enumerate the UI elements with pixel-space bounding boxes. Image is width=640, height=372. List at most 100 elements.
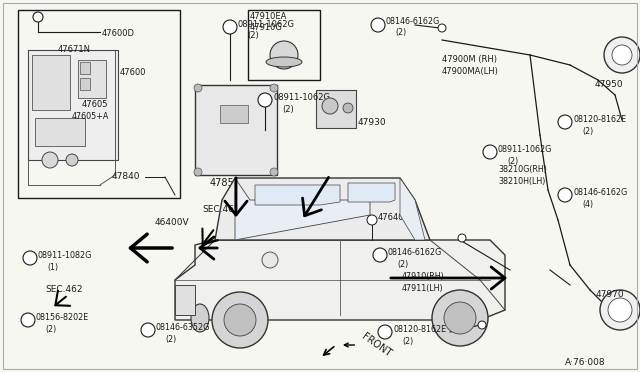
- Circle shape: [438, 24, 446, 32]
- Text: (4): (4): [582, 200, 593, 209]
- Circle shape: [212, 292, 268, 348]
- Text: 47900MA(LH): 47900MA(LH): [442, 67, 499, 76]
- Text: 47910G: 47910G: [250, 23, 283, 32]
- Circle shape: [66, 154, 78, 166]
- Circle shape: [483, 145, 497, 159]
- Circle shape: [270, 41, 298, 69]
- Bar: [78, 60, 106, 98]
- Ellipse shape: [266, 57, 302, 67]
- Text: 47605+A: 47605+A: [72, 112, 109, 121]
- Bar: [248, 10, 320, 80]
- Text: B: B: [25, 317, 31, 326]
- Text: 47910EA: 47910EA: [250, 12, 287, 21]
- Circle shape: [23, 251, 37, 265]
- Polygon shape: [348, 183, 395, 202]
- Text: (2): (2): [582, 127, 593, 136]
- Text: FRONT: FRONT: [344, 331, 393, 359]
- Text: 47600D: 47600D: [102, 29, 135, 38]
- Bar: [28, 50, 118, 160]
- Text: A·76·008: A·76·008: [565, 358, 605, 367]
- Circle shape: [444, 302, 476, 334]
- Circle shape: [322, 98, 338, 114]
- Text: 47911(LH): 47911(LH): [402, 284, 444, 293]
- Text: 47950: 47950: [595, 80, 623, 89]
- Text: 08146-6162G: 08146-6162G: [388, 248, 442, 257]
- Bar: [35, 118, 85, 146]
- Circle shape: [478, 321, 486, 329]
- Text: 47640A: 47640A: [378, 213, 410, 222]
- Text: 08156-8202E: 08156-8202E: [36, 313, 89, 322]
- Bar: [18, 10, 180, 198]
- Text: B: B: [382, 329, 388, 338]
- Bar: [195, 85, 277, 175]
- Text: 47605: 47605: [82, 100, 109, 109]
- Bar: [220, 105, 248, 123]
- Text: 08911-1062G: 08911-1062G: [498, 145, 552, 154]
- Bar: [175, 285, 195, 315]
- Circle shape: [558, 188, 572, 202]
- Text: SEC.462: SEC.462: [45, 285, 83, 294]
- Text: 08120-8162E: 08120-8162E: [393, 325, 446, 334]
- Text: (2): (2): [507, 157, 518, 166]
- Text: 47900M (RH): 47900M (RH): [442, 55, 497, 64]
- Bar: [32, 55, 70, 110]
- Circle shape: [262, 252, 278, 268]
- Text: 08911-1062G: 08911-1062G: [273, 93, 330, 102]
- Text: 08911-1062G: 08911-1062G: [238, 20, 295, 29]
- Circle shape: [458, 234, 466, 242]
- Bar: [316, 90, 356, 128]
- Circle shape: [612, 45, 632, 65]
- Text: B: B: [375, 22, 381, 31]
- Circle shape: [378, 325, 392, 339]
- Circle shape: [373, 248, 387, 262]
- Circle shape: [21, 313, 35, 327]
- Bar: [80, 78, 90, 90]
- Text: 46400V: 46400V: [155, 218, 189, 227]
- Text: (1): (1): [47, 263, 58, 272]
- Text: (2): (2): [247, 31, 259, 40]
- Text: N: N: [487, 149, 493, 158]
- Text: N: N: [27, 255, 33, 264]
- Circle shape: [270, 168, 278, 176]
- Text: SEC.462: SEC.462: [202, 205, 239, 214]
- Text: B: B: [145, 327, 151, 336]
- Text: (2): (2): [165, 335, 176, 344]
- Bar: [80, 62, 90, 74]
- Text: (2): (2): [282, 105, 294, 114]
- Circle shape: [141, 323, 155, 337]
- Circle shape: [194, 84, 202, 92]
- Circle shape: [42, 152, 58, 168]
- Circle shape: [600, 290, 640, 330]
- Text: (2): (2): [45, 325, 56, 334]
- Polygon shape: [400, 178, 425, 240]
- Text: (2): (2): [395, 28, 406, 37]
- Circle shape: [558, 115, 572, 129]
- Text: 47970: 47970: [596, 290, 625, 299]
- Text: 08146-6352G: 08146-6352G: [156, 323, 211, 332]
- Circle shape: [371, 18, 385, 32]
- Polygon shape: [175, 240, 505, 320]
- Polygon shape: [215, 178, 430, 240]
- Circle shape: [223, 20, 237, 34]
- Text: 47930: 47930: [358, 118, 387, 127]
- Ellipse shape: [191, 304, 209, 332]
- Text: N: N: [227, 24, 233, 33]
- Text: 38210G(RH): 38210G(RH): [498, 165, 547, 174]
- Text: N: N: [262, 97, 268, 106]
- Text: (2): (2): [402, 337, 413, 346]
- Polygon shape: [255, 185, 340, 205]
- Text: 08911-1082G: 08911-1082G: [38, 251, 92, 260]
- Text: 08146-6162G: 08146-6162G: [386, 17, 440, 26]
- Text: 38210H(LH): 38210H(LH): [498, 177, 545, 186]
- Text: 47910(RH): 47910(RH): [402, 272, 445, 281]
- Text: 47850: 47850: [209, 178, 241, 188]
- Text: 47840: 47840: [112, 172, 141, 181]
- Circle shape: [343, 103, 353, 113]
- Text: 47671N: 47671N: [58, 45, 91, 54]
- Circle shape: [604, 37, 640, 73]
- Text: 47600: 47600: [120, 68, 147, 77]
- Circle shape: [608, 298, 632, 322]
- Circle shape: [194, 168, 202, 176]
- Circle shape: [367, 215, 377, 225]
- Text: (2): (2): [397, 260, 408, 269]
